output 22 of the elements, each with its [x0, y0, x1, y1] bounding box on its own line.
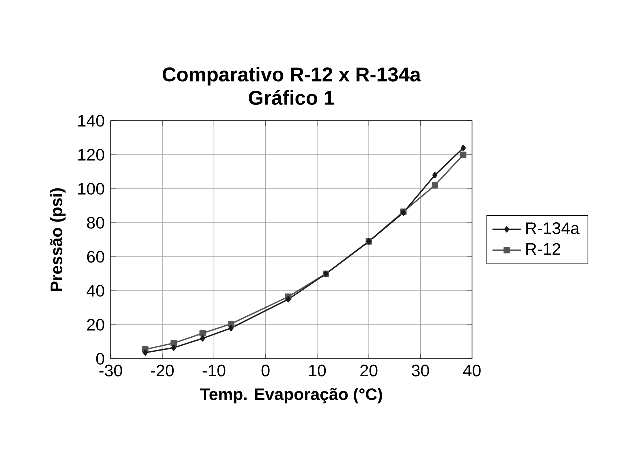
- x-tick-label: -10: [202, 364, 226, 377]
- y-tick-label: 140: [78, 115, 104, 127]
- y-tick-label: 100: [78, 183, 104, 195]
- x-tick-label: -30: [100, 364, 122, 377]
- x-tick-label: 30: [412, 364, 430, 377]
- x-tick-label: 20: [360, 364, 378, 377]
- y-tick-label: 60: [87, 251, 104, 263]
- legend-label: R-134a: [526, 222, 580, 234]
- x-axis-title: Temp. Evaporação (°C): [200, 388, 382, 404]
- chart-title: Comparativo R-12 x R-134a: [162, 67, 422, 86]
- y-tick-label: 80: [87, 217, 104, 229]
- x-tick-label: 10: [309, 364, 326, 377]
- x-tick-label: 0: [262, 364, 270, 377]
- x-tick-label: -20: [151, 364, 174, 377]
- legend-label: R-12: [526, 243, 560, 256]
- chart-subtitle: Gráfico 1: [249, 90, 334, 106]
- x-tick-label: 40: [463, 364, 481, 377]
- y-tick-label: 120: [78, 149, 104, 161]
- y-tick-label: 0: [96, 353, 104, 365]
- y-tick-label: 40: [86, 285, 104, 297]
- y-axis-title: Pressão (psi): [50, 188, 66, 292]
- y-tick-label: 20: [87, 319, 104, 331]
